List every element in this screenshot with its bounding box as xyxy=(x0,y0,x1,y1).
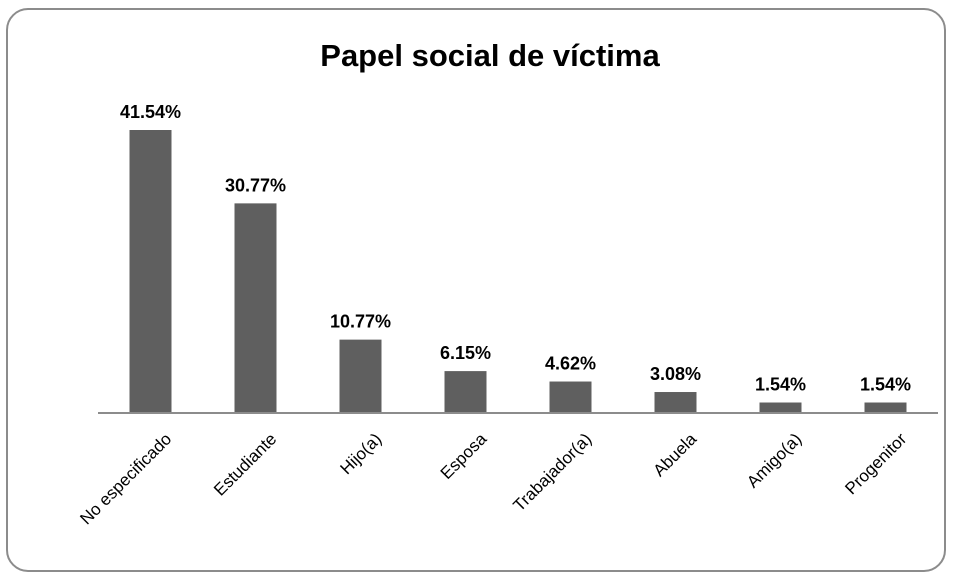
x-tick-label-2: Estudiante xyxy=(210,429,280,499)
x-tick-label-8: Progenitor xyxy=(841,429,910,498)
bar-6 xyxy=(654,392,697,413)
data-label-5: 4.62% xyxy=(545,354,596,374)
data-label-3: 10.77% xyxy=(330,312,391,332)
data-label-6: 3.08% xyxy=(650,364,701,384)
data-label-7: 1.54% xyxy=(755,375,806,395)
bar-5 xyxy=(549,381,592,413)
bar-7 xyxy=(759,402,802,413)
x-tick-label-5: Trabajador(a) xyxy=(510,429,596,515)
bar-3 xyxy=(339,339,382,413)
x-tick-label-3: Hijo(a) xyxy=(336,429,385,478)
bar-2 xyxy=(234,203,277,413)
bars-layer xyxy=(129,130,907,413)
x-tick-labels-layer: No especificado Estudiante Hijo(a) Esposa Tr… xyxy=(76,429,910,528)
bar-1 xyxy=(129,130,172,413)
bar-8 xyxy=(864,402,907,413)
data-labels-layer: 41.54% 30.77% 10.77% 6.15% 4.62% 3.08% 1.54% 1.… xyxy=(120,102,911,395)
chart-title: Papel social de víctima xyxy=(320,38,660,73)
data-label-2: 30.77% xyxy=(225,175,286,195)
data-label-8: 1.54% xyxy=(860,375,911,395)
data-label-4: 6.15% xyxy=(440,343,491,363)
bar-4 xyxy=(444,371,487,413)
x-tick-label-7: Amigo(a) xyxy=(743,429,805,491)
x-tick-label-4: Esposa xyxy=(437,429,491,483)
data-label-1: 41.54% xyxy=(120,102,181,122)
x-tick-label-6: Abuela xyxy=(649,429,700,480)
x-tick-label-1: No especificado xyxy=(76,429,175,528)
